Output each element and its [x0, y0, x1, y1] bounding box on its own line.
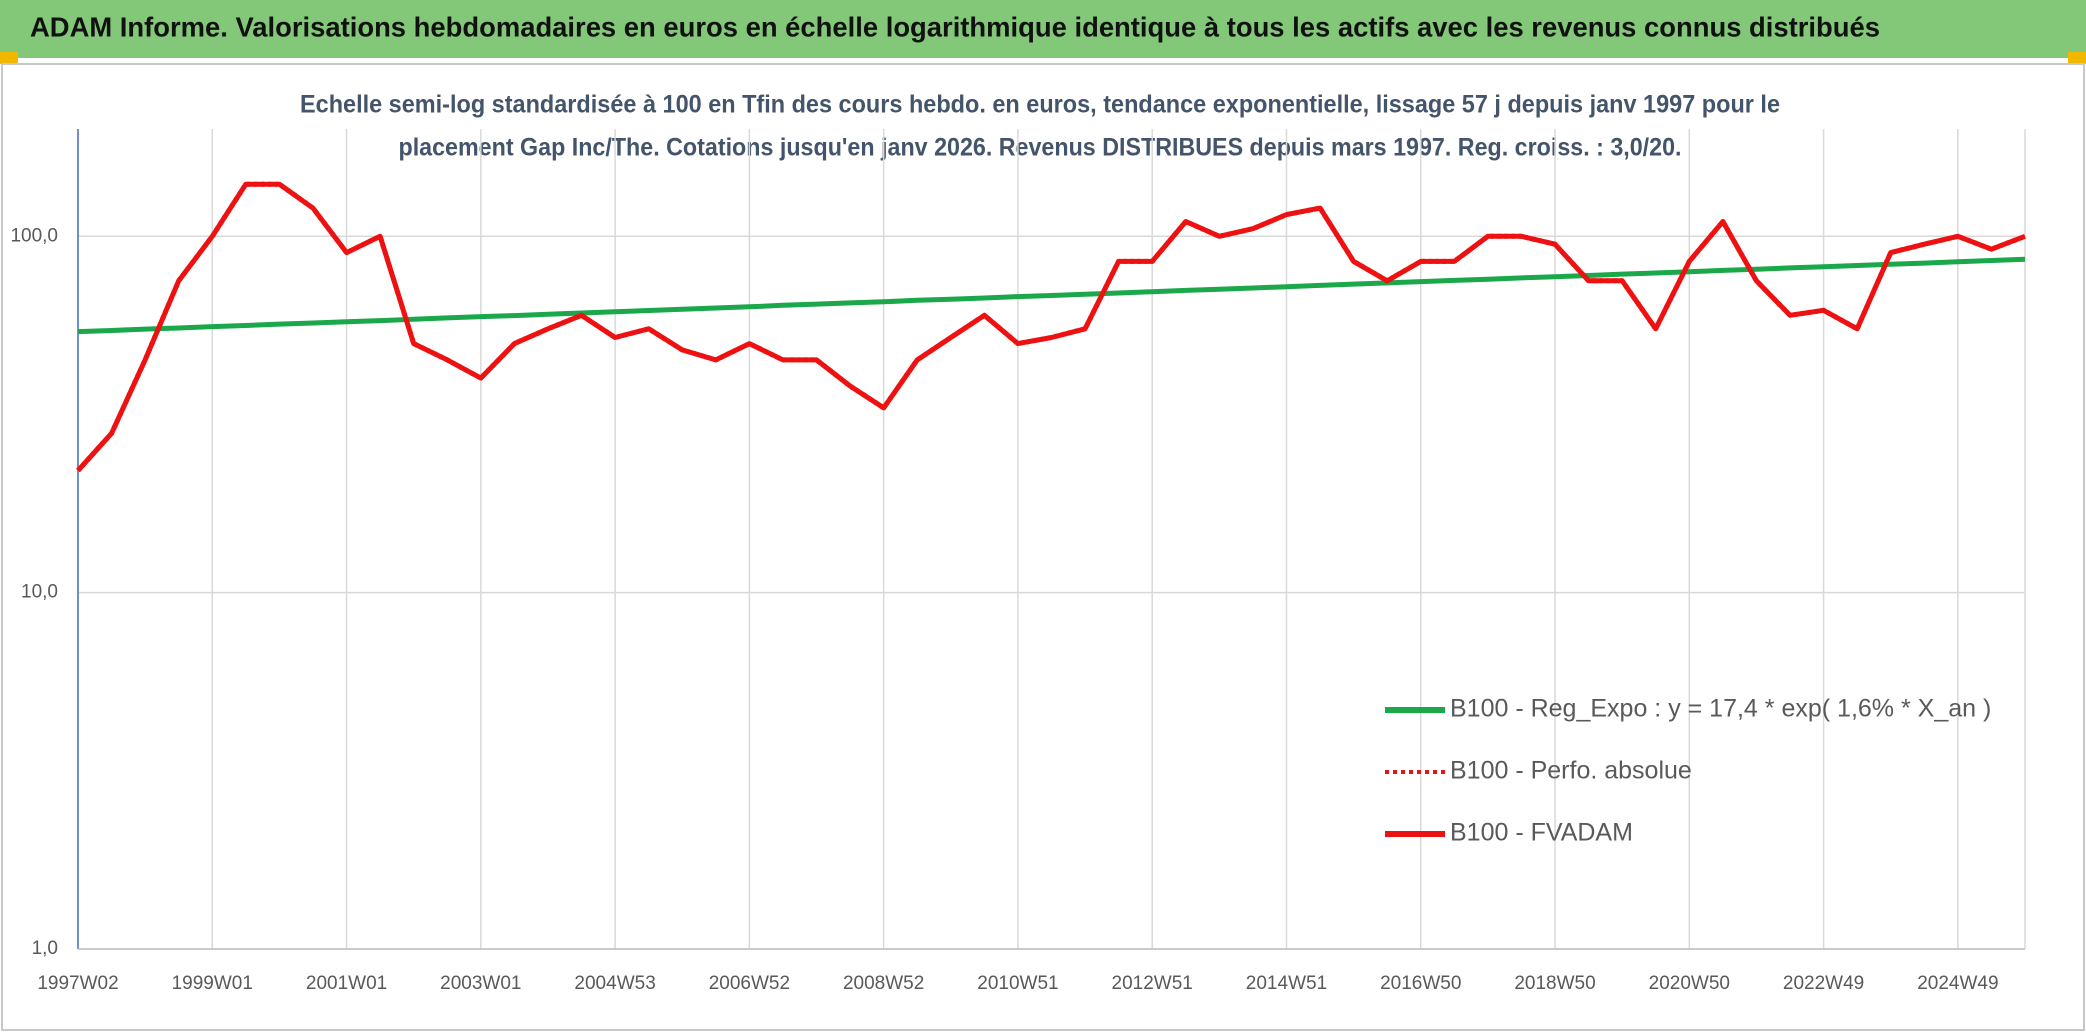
x-tick-label: 2010W51 [977, 973, 1058, 994]
x-tick-label: 2024W49 [1917, 973, 1998, 994]
x-tick-label: 1997W02 [37, 973, 118, 994]
x-tick-label: 2008W52 [843, 973, 924, 994]
x-tick-label: 2012W51 [1112, 973, 1193, 994]
legend-label: B100 - Perfo. absolue [1450, 757, 1692, 785]
x-tick-label: 2004W53 [574, 973, 655, 994]
x-tick-label: 2018W50 [1514, 973, 1595, 994]
x-tick-label: 2006W52 [709, 973, 790, 994]
x-tick-label: 2001W01 [306, 973, 387, 994]
subtitle: placement Gap Inc/The. Cotations jusqu'e… [399, 134, 1682, 162]
chart-title: ADAM Informe. Valorisations hebdomadaire… [30, 11, 1880, 42]
corner [0, 52, 18, 64]
corner [2068, 52, 2086, 64]
line-series [77, 256, 2026, 335]
x-tick-label: 2014W51 [1246, 973, 1327, 994]
x-tick-label: 2022W49 [1783, 973, 1864, 994]
y-tick-label: 10,0 [21, 582, 58, 603]
x-tick-label: 2020W50 [1649, 973, 1730, 994]
subtitle: Echelle semi-log standardisée à 100 en T… [300, 91, 1780, 119]
x-tick-label: 2003W01 [440, 973, 521, 994]
x-tick-label: 2016W50 [1380, 973, 1461, 994]
y-tick-label: 1,0 [32, 938, 58, 959]
line-series [76, 181, 2026, 473]
chart-border [1, 63, 2085, 1031]
y-tick-label: 100,0 [10, 225, 58, 246]
x-tick-label: 1999W01 [172, 973, 253, 994]
legend-label: B100 - FVADAM [1450, 819, 1633, 847]
title-banner [0, 0, 2086, 58]
legend-label: B100 - Reg_Expo : y = 17,4 * exp( 1,6% *… [1450, 695, 1991, 723]
